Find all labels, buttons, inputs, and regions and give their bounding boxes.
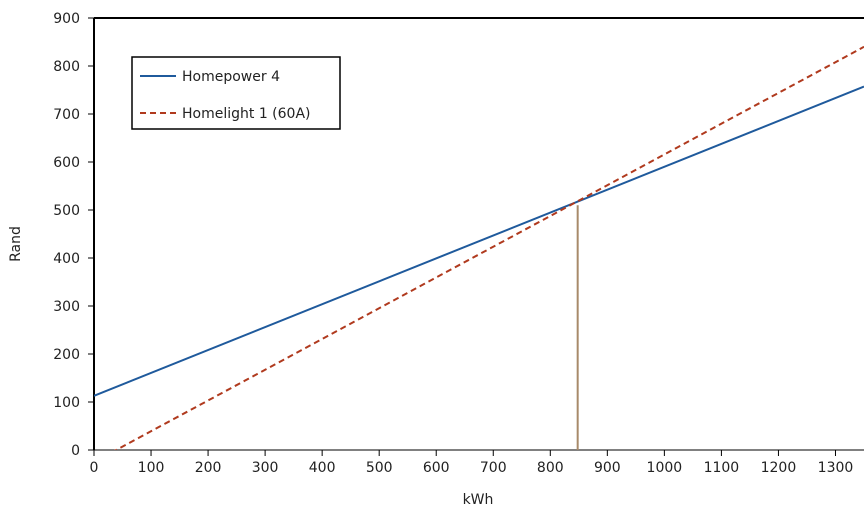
- x-tick-label: 500: [366, 460, 393, 476]
- legend-label-2: Homelight 1 (60A): [182, 106, 311, 122]
- y-tick-label: 600: [53, 155, 80, 171]
- axis-labels: kWh Rand: [8, 226, 493, 508]
- x-tick-label: 0: [90, 460, 99, 476]
- x-tick-label: 100: [138, 460, 165, 476]
- x-tick-label: 900: [594, 460, 621, 476]
- x-tick-label: 300: [252, 460, 279, 476]
- y-tick-label: 100: [53, 395, 80, 411]
- legend-box: [131, 56, 341, 130]
- y-tick-label: 200: [53, 347, 80, 363]
- x-tick-label: 1200: [761, 460, 797, 476]
- y-tick-label: 900: [53, 11, 80, 27]
- y-axis-title: Rand: [8, 226, 24, 262]
- y-tick-label: 400: [53, 251, 80, 267]
- x-tick-label: 1000: [647, 460, 683, 476]
- series-line-2: [114, 45, 864, 450]
- x-tick-label: 1300: [818, 460, 854, 476]
- y-tick-label: 300: [53, 299, 80, 315]
- y-tick-label: 500: [53, 203, 80, 219]
- y-tick-label: 800: [53, 59, 80, 75]
- legend-label-1: Homepower 4: [182, 69, 280, 85]
- series-layer: [94, 45, 864, 450]
- x-axis-title: kWh: [463, 492, 494, 508]
- x-tick-label: 700: [480, 460, 507, 476]
- y-tick-label: 700: [53, 107, 80, 123]
- x-tick-label: 400: [309, 460, 336, 476]
- x-tick-label: 800: [537, 460, 564, 476]
- x-tick-label: 600: [423, 460, 450, 476]
- series-line-1: [94, 85, 864, 397]
- y-tick-label: 0: [71, 443, 80, 459]
- x-tick-label: 200: [195, 460, 222, 476]
- legend: Homepower 4 Homelight 1 (60A): [131, 56, 341, 130]
- x-tick-label: 1100: [704, 460, 740, 476]
- axes: 0 100 200 300 400 500 600 700 800 900 0 100 200 300 40…: [53, 11, 864, 476]
